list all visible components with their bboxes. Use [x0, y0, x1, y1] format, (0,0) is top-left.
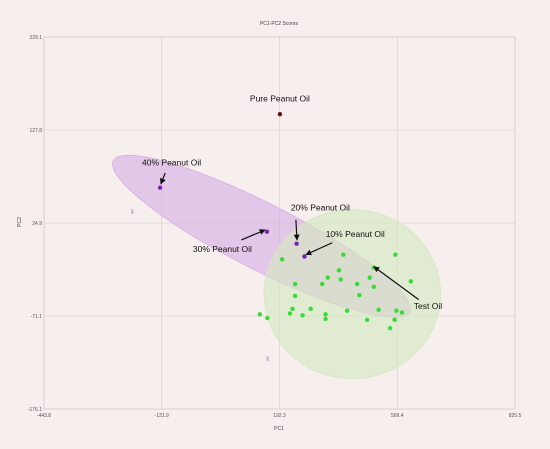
test-oil-point	[336, 268, 342, 273]
test-oil-point	[392, 317, 397, 323]
test-oil-point	[308, 306, 313, 312]
pure-peanut-oil-point	[277, 112, 283, 117]
annotation-arrow	[305, 242, 333, 256]
test-oil-point	[357, 292, 362, 298]
y-tick-label: 229.1	[29, 35, 42, 41]
test-oil-point	[338, 277, 343, 282]
test-oil-point	[323, 316, 328, 322]
test-oil-point	[287, 311, 293, 316]
y-axis-label: PC2	[17, 217, 23, 227]
test-oil-point	[265, 315, 270, 321]
test-oil-point	[341, 252, 346, 257]
y-tick-label: -71.1	[31, 314, 43, 320]
x-tick-label: -443.8	[37, 413, 51, 419]
test-oil-point	[354, 281, 360, 287]
test-oil-point	[292, 293, 298, 299]
test-oil-point	[399, 310, 405, 315]
y-tick-label: 24.9	[32, 221, 42, 227]
test-oil-point	[292, 281, 298, 287]
tick-labels: -443.8 -131.9 192.3 509.4 825.5 229.1 127.8 24.…	[28, 35, 522, 419]
test-oil-point	[300, 313, 305, 318]
annotation-arrow	[293, 219, 300, 241]
test-oil-point	[367, 275, 372, 280]
minor-mark: §	[131, 209, 134, 215]
adulterated-oil-point	[264, 229, 270, 234]
annotation-label: 30% Peanut Oil	[193, 244, 252, 254]
x-tick-label: 509.4	[391, 413, 404, 419]
test-oil-point	[344, 308, 350, 313]
chart-title: PC1-PC2 Scores	[260, 21, 299, 27]
y-tick-label: -176.1	[28, 407, 42, 413]
x-tick-label: 192.3	[273, 413, 286, 419]
data-points: §§	[131, 112, 414, 362]
test-oil-point	[257, 312, 263, 317]
minor-mark: §	[266, 356, 269, 362]
annotation-label: 10% Peanut Oil	[326, 229, 385, 239]
x-tick-label: -131.9	[155, 413, 169, 419]
adulterated-oil-point	[157, 185, 163, 190]
test-oil-point	[320, 281, 325, 287]
test-oil-point	[279, 257, 285, 262]
test-oil-point	[323, 312, 328, 317]
annotation-label: Test Oil	[414, 301, 442, 311]
adulterated-oil-point	[302, 254, 307, 259]
annotation-label: Pure Peanut Oil	[250, 93, 310, 103]
x-axis-label: PC1	[274, 426, 284, 432]
adulterated-oil-point	[294, 241, 299, 246]
test-oil-point	[325, 275, 330, 280]
test-oil-point	[290, 306, 295, 312]
test-oil-point	[387, 325, 393, 331]
test-oil-point	[408, 279, 414, 284]
test-oil-point	[371, 284, 377, 290]
test-oil-point	[393, 252, 398, 257]
arrows	[160, 172, 420, 301]
test-oil-point	[364, 317, 370, 323]
annotation-arrow	[160, 172, 166, 185]
annotations: Pure Peanut Oil 40% Peanut Oil 30% Peanut …	[142, 93, 442, 310]
annotation-label: 20% Peanut Oil	[291, 203, 350, 213]
y-tick-label: 127.8	[29, 128, 42, 134]
test-oil-point	[376, 307, 381, 312]
x-tick-label: 825.5	[509, 413, 522, 419]
annotation-arrow	[241, 229, 266, 241]
annotation-arrow	[373, 266, 420, 301]
annotation-label: 40% Peanut Oil	[142, 158, 201, 168]
test-oil-point	[394, 308, 399, 313]
